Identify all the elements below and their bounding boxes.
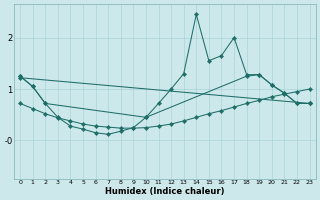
X-axis label: Humidex (Indice chaleur): Humidex (Indice chaleur)	[105, 187, 225, 196]
